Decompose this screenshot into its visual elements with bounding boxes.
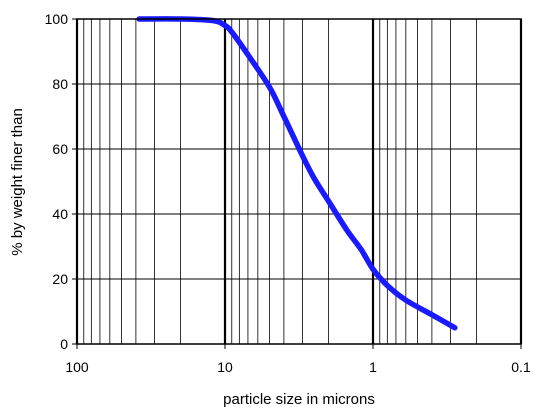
- x-tick-label: 1: [369, 359, 377, 375]
- y-tick-label: 60: [52, 141, 68, 157]
- y-tick-labels: 0 20 40 60 80 100: [45, 11, 69, 352]
- x-tick-label: 0.1: [511, 359, 531, 375]
- series-layer: [136, 16, 458, 331]
- y-tick-label: 80: [52, 76, 68, 92]
- major-gridlines: [72, 18, 523, 349]
- minor-gridlines: [83, 19, 477, 344]
- y-tick-label: 20: [52, 271, 68, 287]
- x-tick-label: 100: [65, 359, 89, 375]
- x-tick-label: 10: [217, 359, 233, 375]
- y-tick-label: 100: [45, 11, 69, 27]
- y-tick-label: 40: [52, 206, 68, 222]
- series-line: [136, 16, 458, 331]
- y-tick-label: 0: [60, 336, 68, 352]
- y-axis-title: % by weight finer than: [9, 108, 26, 256]
- plot-frame: [76, 18, 522, 345]
- x-tick-labels: 100 10 1 0.1: [65, 359, 531, 375]
- x-axis-title: particle size in microns: [223, 391, 375, 408]
